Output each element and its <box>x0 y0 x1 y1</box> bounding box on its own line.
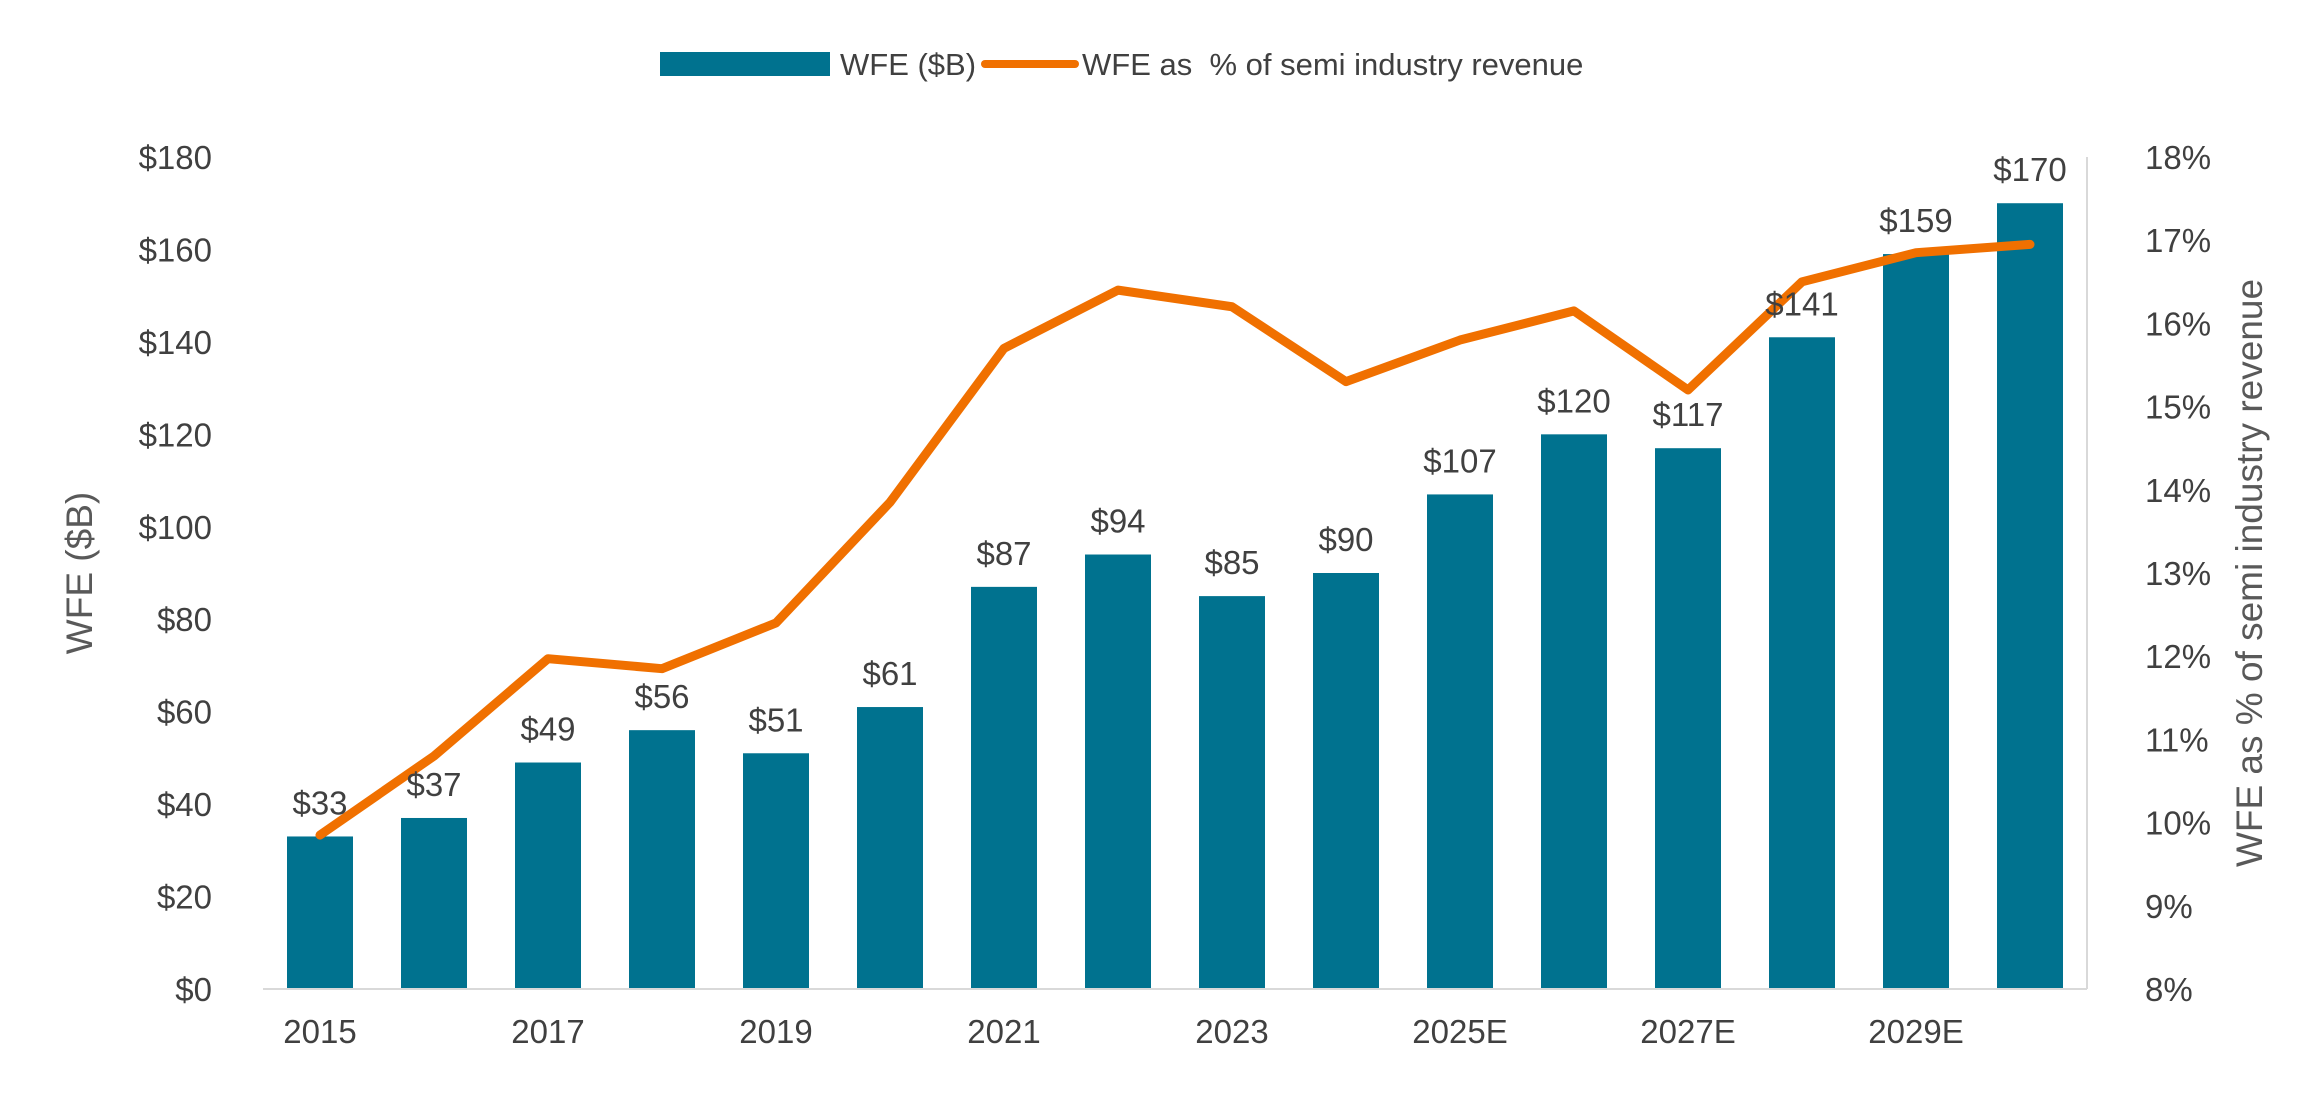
data-label-2023: $85 <box>1204 544 1259 581</box>
data-label-2015: $33 <box>292 784 347 821</box>
data-label-2026E: $120 <box>1537 382 1610 419</box>
data-label-2019: $51 <box>748 701 803 738</box>
bar-2015 <box>287 836 353 989</box>
y-tick-label: $160 <box>139 231 212 268</box>
y2-tick-label: 16% <box>2145 305 2211 342</box>
y2-tick-label: 10% <box>2145 805 2211 842</box>
data-label-2016: $37 <box>406 766 461 803</box>
bar-2022 <box>1085 555 1151 989</box>
y-tick-label: $0 <box>175 971 212 1008</box>
bar-2023 <box>1199 596 1265 989</box>
legend-label-bar: WFE ($B) <box>840 47 976 82</box>
bar-2019 <box>743 753 809 989</box>
x-tick-label: 2025E <box>1412 1013 1507 1050</box>
bar-2018 <box>629 730 695 989</box>
bar-2025E <box>1427 494 1493 989</box>
y2-tick-label: 17% <box>2145 222 2211 259</box>
data-label-2025E: $107 <box>1423 442 1496 479</box>
y2-tick-label: 13% <box>2145 555 2211 592</box>
y2-tick-label: 11% <box>2145 721 2209 758</box>
x-tick-label: 2023 <box>1195 1013 1268 1050</box>
data-label-2029E: $159 <box>1879 202 1952 239</box>
data-label-2017: $49 <box>520 711 575 748</box>
bar-2020 <box>857 707 923 989</box>
data-label-2021: $87 <box>976 535 1031 572</box>
y-tick-label: $60 <box>157 694 212 731</box>
y-tick-label: $100 <box>139 509 212 546</box>
bar-2029E <box>1883 254 1949 989</box>
y-tick-label: $180 <box>139 139 212 176</box>
bar-2028E <box>1769 337 1835 989</box>
y2-tick-label: 18% <box>2145 139 2211 176</box>
data-label-2018: $56 <box>634 678 689 715</box>
bar-2024 <box>1313 573 1379 989</box>
x-tick-label: 2029E <box>1868 1013 1963 1050</box>
x-tick-label: 2021 <box>967 1013 1040 1050</box>
y-tick-label: $40 <box>157 786 212 823</box>
x-tick-label: 2019 <box>739 1013 812 1050</box>
bar-2016 <box>401 818 467 989</box>
bar-2027E <box>1655 448 1721 989</box>
y2-tick-label: 14% <box>2145 472 2211 509</box>
legend: WFE ($B) WFE as % of semi industry reven… <box>660 47 1583 82</box>
x-tick-label: 2027E <box>1640 1013 1735 1050</box>
y-tick-label: $120 <box>139 416 212 453</box>
bar-2021 <box>971 587 1037 989</box>
y2-tick-label: 8% <box>2145 971 2193 1008</box>
y-tick-label: $80 <box>157 601 212 638</box>
bar-2026E <box>1541 434 1607 989</box>
data-label-2024: $90 <box>1318 521 1373 558</box>
data-label-2027E: $117 <box>1653 396 1724 433</box>
data-label-2022: $94 <box>1090 503 1145 540</box>
bar-2017 <box>515 763 581 989</box>
y-tick-label: $20 <box>157 879 212 916</box>
y-tick-label: $140 <box>139 324 212 361</box>
y-axis-title: WFE ($B) <box>59 492 100 654</box>
data-label-2028E: $141 <box>1765 285 1838 322</box>
legend-label-line: WFE as % of semi industry revenue <box>1082 47 1583 82</box>
y2-axis-title: WFE as % of semi industry revenue <box>2229 279 2270 867</box>
y2-tick-label: 15% <box>2145 389 2211 426</box>
y2-tick-label: 12% <box>2145 638 2211 675</box>
data-label-2030E: $170 <box>1993 151 2066 188</box>
legend-swatch-bar <box>660 52 830 76</box>
bar-2030E <box>1997 203 2063 989</box>
y2-tick-label: 9% <box>2145 888 2193 925</box>
x-tick-label: 2017 <box>511 1013 584 1050</box>
data-label-2020: $61 <box>862 655 917 692</box>
x-tick-label: 2015 <box>283 1013 356 1050</box>
